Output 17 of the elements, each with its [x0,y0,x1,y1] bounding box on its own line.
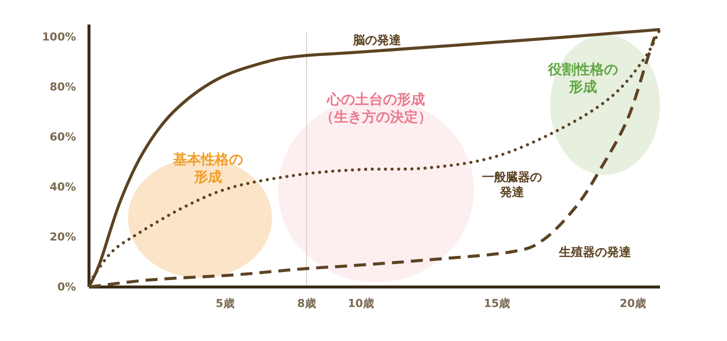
y-tick-label: 0% [57,280,76,294]
annotation: 役割性格の形成 [548,62,618,96]
x-tick-label: 8歳 [297,297,316,310]
y-tick-label: 20% [50,230,76,244]
annotation: 基本性格の形成 [173,152,243,186]
x-tick-label: 10歳 [348,297,374,310]
series-name: 生殖器の発達 [559,245,632,259]
y-tick-label: 60% [50,130,76,144]
y-tick-label: 40% [50,180,76,194]
x-tick-label: 15歳 [484,297,510,310]
series-name: 脳の発達 [352,33,401,47]
annotation: 心の土台の形成（生き方の決定） [320,92,432,126]
y-tick-label: 100% [42,30,76,44]
y-tick-label: 80% [50,80,76,94]
x-tick-label: 5歳 [216,297,234,310]
series-name: 一般臓器の発達 [482,170,542,199]
x-tick-label: 20歳 [620,297,646,310]
